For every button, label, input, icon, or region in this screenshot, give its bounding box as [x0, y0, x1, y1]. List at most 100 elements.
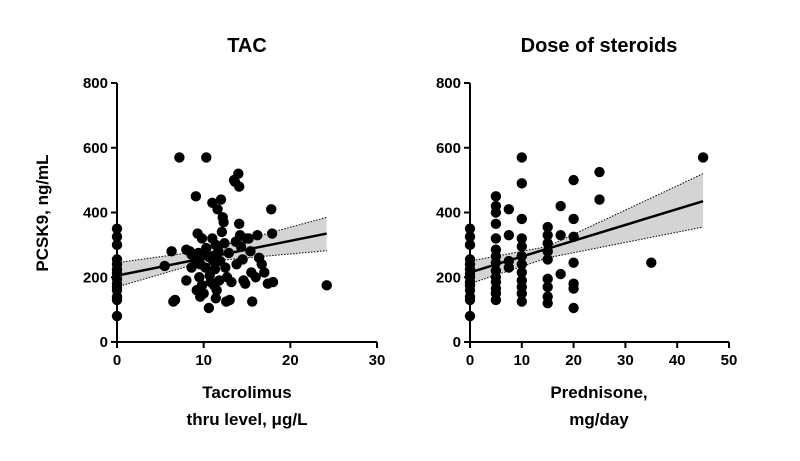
data-point [542, 238, 553, 249]
data-point [201, 152, 212, 163]
data-point [209, 263, 221, 275]
x-axis-label-line-2: thru level, μg/L [187, 410, 308, 429]
chart-title: Dose of steroids [521, 35, 678, 57]
data-point [243, 233, 254, 244]
x-tick-label: 20 [282, 352, 299, 369]
data-point [555, 229, 566, 241]
y-tick-label: 200 [436, 269, 461, 286]
axes-group: 0 200 400 600 800 0 10 20 30 [83, 75, 385, 369]
data-point [516, 267, 527, 278]
data-point [555, 268, 566, 280]
data-point [697, 152, 709, 163]
data-point [211, 285, 222, 296]
y-tick-label: 200 [83, 269, 108, 286]
data-point [542, 291, 553, 302]
chart-title: TAC [227, 35, 267, 57]
data-point [259, 267, 270, 278]
data-point [542, 281, 553, 293]
data-point [490, 265, 502, 276]
data-point [267, 276, 279, 288]
data-point [174, 152, 185, 163]
chart-panel-dose-of-steroids: Dose of steroids 0 200 400 600 800 0 10 20 30 40 5… [436, 35, 737, 429]
data-point [568, 174, 579, 186]
data-point [490, 200, 502, 212]
data-point [490, 233, 502, 244]
data-point [516, 259, 527, 270]
data-point [516, 178, 527, 189]
data-point [266, 228, 278, 239]
data-point [233, 168, 244, 179]
x-tick-label: 30 [369, 352, 386, 369]
x-axis-label-line-1: Tacrolimus [202, 383, 291, 402]
data-point [542, 254, 553, 265]
x-tick-label: 20 [565, 352, 582, 369]
data-point [568, 302, 579, 314]
data-point [186, 262, 197, 273]
data-point [516, 213, 527, 225]
y-axis-label: PCSK9, ng/mL [33, 154, 52, 271]
data-point [196, 233, 208, 244]
x-tick-label: 10 [195, 352, 212, 369]
data-point [266, 204, 277, 215]
data-point [218, 217, 229, 228]
y-tick-label: 400 [83, 205, 108, 222]
fit-line-group [469, 199, 704, 274]
data-point [594, 166, 605, 178]
regression-line [469, 199, 704, 274]
confidence-band-group [469, 173, 704, 285]
data-point [166, 246, 177, 257]
data-point [516, 152, 527, 163]
x-axis-label-line-1: Prednisone, [550, 383, 647, 402]
data-point [169, 294, 181, 306]
data-point [542, 229, 553, 241]
data-point [219, 238, 230, 249]
y-tick-label: 400 [436, 205, 461, 222]
data-point [516, 241, 527, 252]
data-point [250, 272, 261, 283]
data-point [196, 280, 208, 291]
data-point [224, 294, 235, 306]
y-tick-label: 0 [100, 334, 108, 351]
y-tick-label: 0 [453, 334, 461, 351]
data-point [247, 296, 258, 307]
data-point [216, 226, 228, 238]
data-point [542, 221, 553, 233]
data-point [516, 296, 527, 307]
data-point [646, 257, 657, 268]
data-point [200, 262, 211, 273]
x-axis-label-line-2: mg/day [569, 410, 629, 429]
data-point [234, 218, 245, 230]
data-point [190, 191, 202, 202]
regression-line [116, 232, 327, 277]
y-tick-label: 800 [83, 75, 108, 92]
data-point [490, 244, 502, 255]
data-point [490, 191, 502, 202]
data-point [555, 200, 566, 212]
data-point [568, 278, 579, 289]
fit-line-group [116, 232, 327, 277]
y-tick-label: 600 [83, 140, 108, 157]
x-tick-label: 10 [513, 352, 530, 369]
data-point [503, 229, 515, 241]
data-point [234, 181, 245, 192]
data-point [214, 275, 225, 286]
data-point [321, 280, 332, 291]
data-point [181, 275, 192, 286]
data-point [256, 259, 267, 270]
data-point [568, 257, 579, 268]
data-point [210, 293, 221, 304]
chart-panel-tac: TAC 0 200 400 600 800 0 10 20 30 Tacrolimus thru… [83, 35, 385, 429]
confidence-band-upper [469, 173, 704, 262]
data-point [594, 194, 605, 205]
y-tick-label: 800 [436, 75, 461, 92]
x-tick-label: 0 [466, 352, 474, 369]
data-point [568, 213, 579, 225]
data-point [542, 273, 553, 285]
x-tick-label: 0 [113, 352, 121, 369]
data-point [212, 204, 223, 215]
data-point [240, 278, 251, 289]
data-point [203, 302, 215, 314]
data-point [226, 276, 237, 288]
data-point [237, 254, 248, 265]
